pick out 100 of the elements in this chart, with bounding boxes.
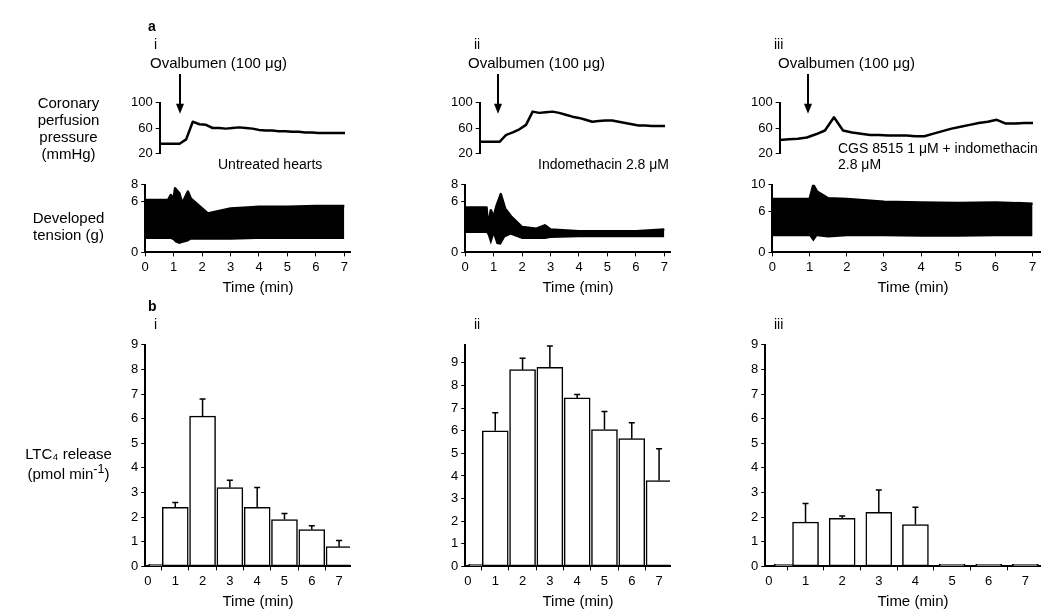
y-tick-label: 5	[751, 434, 759, 450]
x-tick-label: 1	[801, 572, 810, 588]
y-tick-label: 8	[131, 176, 139, 192]
chart-title: b	[148, 298, 158, 314]
y-tick-label: 100	[450, 94, 473, 110]
x-tick-label: 5	[600, 572, 609, 588]
chart-subtitle: i	[154, 36, 159, 52]
y-tick-label: 1	[751, 533, 759, 549]
chart-title: iii	[774, 316, 785, 332]
x-tick-label: 1	[806, 258, 814, 274]
y-tick-label: 0	[751, 557, 759, 573]
x-axis-title: Time (min)	[221, 278, 295, 295]
y-tick-label: 20	[758, 144, 773, 160]
text: Ovalbumen (100 μg)	[778, 54, 916, 72]
y-tick-label: 6	[451, 422, 459, 438]
y-tick-label: 60	[458, 119, 473, 135]
x-tick-label: 7	[660, 258, 668, 274]
x-tick-label: 4	[911, 572, 920, 588]
y-tick-label: 3	[131, 484, 139, 500]
y-tick-label: 60	[758, 119, 773, 135]
x-tick-label: 1	[491, 572, 499, 588]
y-tick-label: 5	[131, 434, 139, 450]
chart-title: CGS 8515 1 μM + indomethacin 2.8 μM	[838, 140, 1039, 172]
x-tick-label: 5	[603, 258, 612, 274]
y-tick-label: 0	[131, 557, 139, 573]
x-tick-label: 6	[985, 572, 993, 588]
y-tick-label: 100	[750, 94, 773, 110]
x-tick-label: 2	[518, 258, 526, 274]
y-tick-label: 3	[451, 490, 459, 506]
y-tick-label: 20	[458, 144, 473, 160]
y-tick-label: 2	[451, 512, 459, 528]
y-tick-label: 6	[758, 203, 766, 219]
chart-title: ii	[474, 316, 482, 332]
x-tick-label: 5	[283, 258, 292, 274]
x-tick-label: 7	[655, 572, 663, 588]
chart-title: ii	[474, 36, 482, 52]
x-tick-label: 7	[340, 258, 348, 274]
x-tick-label: 4	[917, 258, 925, 274]
y-axis-title: Coronary perfusion pressure (mmHg)	[36, 94, 101, 162]
x-tick-label: 2	[198, 258, 206, 274]
y-tick-label: 10	[750, 176, 766, 192]
y-tick-label: 7	[751, 385, 759, 401]
x-tick-label: 4	[575, 258, 583, 274]
y-tick-label: 8	[751, 361, 759, 376]
y-tick-label: 6	[131, 193, 139, 209]
x-tick-label: 7	[1021, 572, 1029, 588]
x-tick-label: 3	[546, 572, 554, 588]
y-tick-label: 8	[131, 361, 139, 376]
y-tick-label: 0	[451, 557, 459, 573]
x-tick-label: 2	[198, 572, 207, 588]
x-tick-label: 6	[632, 258, 640, 274]
x-tick-label: 3	[226, 572, 234, 588]
chart-title: Untreated hearts	[218, 156, 324, 172]
y-tick-label: 2	[131, 508, 139, 524]
y-axis-title: LTC₄ release (pmol min$^{-1}$)	[24, 444, 113, 482]
x-axis-title: Time (min)	[541, 592, 615, 609]
y-tick-label: 60	[138, 119, 153, 135]
x-tick-label: 1	[171, 572, 179, 588]
x-tick-label: 6	[312, 258, 320, 274]
x-tick-label: 5	[954, 258, 962, 274]
x-axis-title: Time (min)	[876, 278, 950, 295]
x-tick-label: 5	[948, 572, 956, 588]
x-tick-label: 3	[880, 258, 888, 274]
y-axis-title: Developed tension (g)	[31, 209, 106, 243]
x-tick-label: 3	[226, 258, 235, 274]
x-tick-label: 5	[280, 572, 289, 588]
y-tick-label: 3	[751, 484, 759, 500]
x-tick-label: 4	[255, 258, 263, 274]
y-tick-label: 2	[751, 508, 759, 524]
x-tick-label: 2	[518, 572, 527, 588]
y-tick-label: 7	[451, 399, 459, 415]
x-tick-label: 6	[991, 258, 1000, 274]
y-tick-label: 5	[451, 444, 459, 460]
y-tick-label: 9	[451, 354, 459, 370]
x-tick-label: 7	[335, 572, 343, 588]
y-tick-label: 4	[751, 459, 759, 475]
y-tick-label: 0	[131, 243, 139, 259]
x-tick-label: 3	[875, 572, 883, 588]
x-tick-label: 4	[253, 572, 261, 588]
text: Ovalbumen (100 μg)	[150, 54, 288, 72]
y-tick-label: 0	[451, 243, 459, 259]
y-tick-label: 6	[451, 193, 459, 209]
x-tick-label: 2	[838, 572, 846, 588]
y-tick-label: 1	[131, 533, 139, 549]
text: Ovalbumen (100 μg)	[468, 54, 606, 72]
x-tick-label: 1	[170, 258, 178, 274]
x-tick-label: 2	[843, 258, 851, 274]
chart-subtitle: i	[154, 316, 159, 332]
chart-title: a	[148, 18, 157, 34]
y-tick-label: 20	[138, 144, 153, 160]
y-tick-label: 6	[131, 410, 139, 426]
chart-title: Indomethacin 2.8 μM	[538, 156, 671, 172]
y-tick-label: 9	[751, 336, 759, 352]
y-tick-label: 8	[451, 377, 459, 393]
x-axis-title: Time (min)	[221, 592, 295, 609]
y-tick-label: 1	[451, 535, 459, 551]
y-tick-label: 4	[451, 467, 459, 483]
x-tick-label: 6	[628, 572, 636, 588]
x-axis-title: Time (min)	[876, 592, 950, 609]
y-tick-label: 6	[751, 410, 759, 426]
